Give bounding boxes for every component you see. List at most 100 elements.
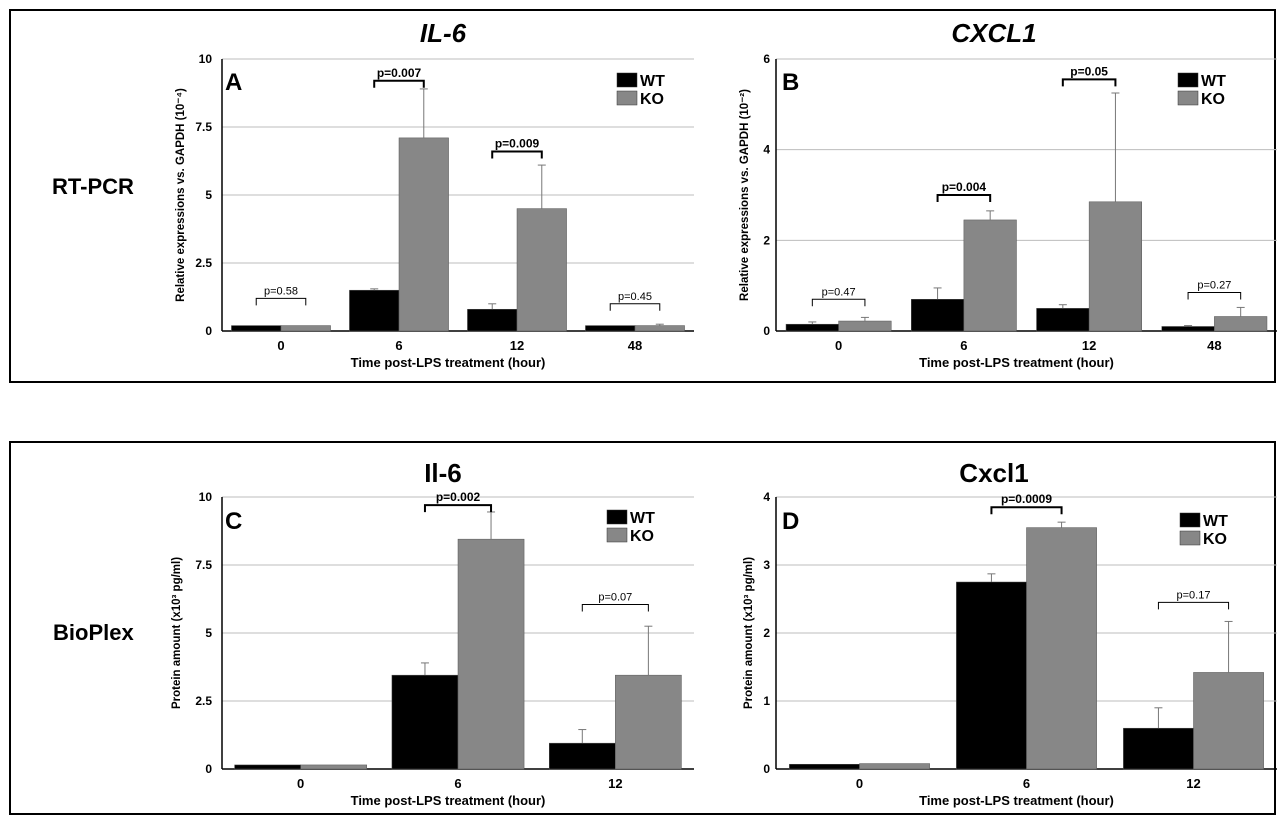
panel-d-pvalue-bracket-12 [1157,601,1230,610]
panel-d-title: Cxcl1 [959,458,1028,488]
panel-a-pvalue-bracket-12 [491,150,543,159]
panel-b-pvalue-bracket-12 [1061,78,1117,87]
panel-c-legend-swatch-wt [606,509,628,525]
panel-b-pvalue-bracket-48 [1187,291,1242,300]
panel-a-ytick-label: 0 [205,324,212,338]
panel-d-xtick-label: 6 [1023,776,1030,791]
row-label-bioplex: BioPlex [53,620,134,645]
panel-d-legend-label-wt: WT [1203,513,1228,530]
panel-b-ytick-label: 6 [763,52,770,66]
panel-c-ytick-label: 0 [205,762,212,776]
panel-b-xtick-label: 6 [960,338,967,353]
panel-a-pvalue-label-12: p=0.009 [495,136,540,150]
panel-a-ytick-label: 7.5 [195,120,212,134]
panel-b-legend-swatch-ko [1177,90,1199,106]
panel-b-ylabel: Relative expressions vs. GAPDH (10⁻²) [739,89,751,301]
panel-a-bar-ko-0 [280,325,331,332]
panel-a-bar-ko-12 [516,208,567,332]
panel-a-legend-label-ko: KO [640,91,664,108]
panel-b-pvalue-bracket-6 [936,194,992,202]
panel-d-pvalue-label-6: p=0.0009 [1001,492,1052,506]
panel-b-legend-label-ko: KO [1201,91,1225,108]
panel-c-pvalue-label-6: p=0.002 [436,490,481,504]
panel-a-ylabel: Relative expressions vs. GAPDH (10⁻⁴) [175,88,187,302]
panel-a-legend-swatch-wt [616,72,638,88]
panel-b-title: CXCL1 [951,18,1036,48]
panel-d-xlabel: Time post-LPS treatment (hour) [919,793,1114,808]
panel-c-ytick-label: 7.5 [195,558,212,572]
panel-d-bar-wt-6 [956,581,1027,770]
panel-d-bar-wt-0 [789,763,860,770]
panel-c-ylabel: Protein amount (x10³ pg/ml) [171,557,183,709]
panel-a-pvalue-label-48: p=0.45 [618,291,652,303]
panel-b-letter: B [782,69,799,96]
panel-c-bar-ko-0 [300,764,367,770]
panel-d-bar-ko-0 [859,763,930,770]
panel-a-xtick-label: 12 [510,338,524,353]
panel-b-legend-swatch-wt [1177,72,1199,88]
panel-b-xtick-label: 0 [835,338,842,353]
panel-a-legend-label-wt: WT [640,73,665,90]
section-frame-bioplex [9,441,1276,815]
panel-a-bar-wt-12 [467,308,518,332]
panel-a-ytick-label: 10 [199,52,213,66]
panel-d-xtick-label: 12 [1186,776,1200,791]
panel-d-letter: D [782,508,799,535]
panel-b-pvalue-label-0: p=0.47 [822,286,856,298]
panel-a-title: IL-6 [420,18,467,48]
panel-d-ytick-label: 3 [763,558,770,572]
panel-d-bar-ko-12 [1193,672,1264,770]
panel-b-bar-ko-6 [963,219,1017,332]
panel-a-pvalue-bracket-6 [373,79,425,88]
panel-c-title: Il-6 [424,458,462,488]
panel-c-xtick-label: 6 [454,776,461,791]
panel-c-bar-wt-6 [391,674,459,770]
panel-c-bar-ko-12 [615,674,682,770]
panel-d-pvalue-bracket-6 [990,506,1063,515]
panel-b-xtick-label: 48 [1207,338,1221,353]
panel-c-ytick-label: 10 [199,490,213,504]
panel-b-bar-wt-6 [911,299,965,332]
panel-c-bar-wt-12 [549,742,616,770]
panel-c-legend-swatch-ko [606,527,628,543]
panel-c-pvalue-bracket-6 [423,504,493,513]
panel-c-ytick-label: 2.5 [195,694,212,708]
panel-a-ytick-label: 5 [205,188,212,202]
panel-c-xlabel: Time post-LPS treatment (hour) [351,793,546,808]
panel-c-ytick-label: 5 [205,626,212,640]
panel-c-xtick-label: 0 [297,776,304,791]
section-frame-rt-pcr [9,9,1276,383]
panel-a-pvalue-label-6: p=0.007 [377,66,422,80]
panel-a-ytick-label: 2.5 [195,256,212,270]
panel-a-legend-swatch-ko [616,90,638,106]
panel-c-legend-label-ko: KO [630,528,654,545]
panel-b-pvalue-bracket-0 [811,298,866,307]
panel-d-legend-swatch-ko [1179,530,1201,546]
panel-b-pvalue-label-12: p=0.05 [1070,64,1108,78]
panel-c-bar-ko-6 [457,538,525,770]
panel-a-bar-wt-0 [231,325,282,332]
panel-d-ytick-label: 2 [763,626,770,640]
panel-a-xlabel: Time post-LPS treatment (hour) [351,355,546,370]
panel-a-xtick-label: 0 [277,338,284,353]
panel-b-pvalue-label-48: p=0.27 [1197,279,1231,291]
panel-b-bar-ko-48 [1214,316,1268,332]
panel-c-letter: C [225,508,242,535]
panel-b-bar-wt-0 [785,323,839,332]
panel-b-bar-ko-12 [1088,201,1142,332]
panel-b-ytick-label: 0 [763,324,770,338]
panel-a-pvalue-bracket-0 [255,297,307,306]
panel-b-bar-ko-0 [838,320,892,332]
panel-a-bar-wt-6 [349,289,400,332]
panel-d-ytick-label: 1 [763,694,770,708]
panel-b-xtick-label: 12 [1082,338,1096,353]
panel-c-pvalue-bracket-12 [581,603,649,612]
panel-b-bar-wt-12 [1036,308,1090,332]
panel-a-xtick-label: 48 [628,338,642,353]
panel-a-xtick-label: 6 [395,338,402,353]
panel-d-legend-label-ko: KO [1203,531,1227,548]
panel-d-ylabel: Protein amount (x10³ pg/ml) [743,557,755,709]
panel-c-legend-label-wt: WT [630,510,655,527]
panel-a-letter: A [225,69,242,96]
